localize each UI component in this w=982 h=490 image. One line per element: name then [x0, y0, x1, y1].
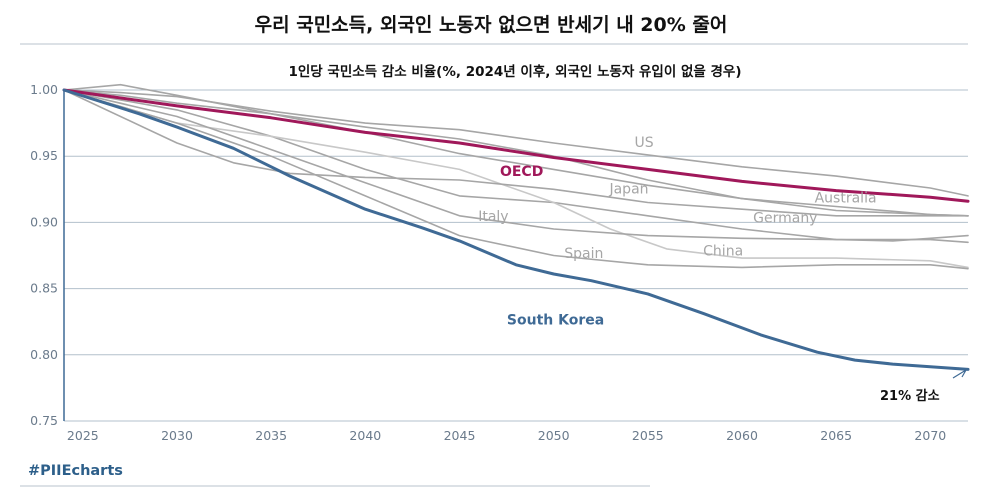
- x-tick-label: 2050: [538, 428, 570, 443]
- x-tick-label: 2025: [67, 428, 99, 443]
- series-line-us: [63, 89, 969, 197]
- x-tick-label: 2060: [726, 428, 758, 443]
- series-line-germany: [63, 89, 969, 242]
- y-tick-label: 1.00: [30, 82, 58, 97]
- x-tick-label: 2040: [349, 428, 381, 443]
- y-tick-label: 0.75: [30, 413, 58, 428]
- x-tick-label: 2045: [444, 428, 476, 443]
- y-tick-label: 0.90: [30, 214, 58, 229]
- series-line-south-korea: [62, 88, 970, 371]
- x-tick-label: 2030: [161, 428, 193, 443]
- y-tick-label: 0.95: [30, 148, 58, 163]
- x-tick-label: 2055: [632, 428, 664, 443]
- series-line-unlabeled: [63, 89, 969, 244]
- series-label-spain: Spain: [564, 246, 603, 262]
- series-label-germany: Germany: [753, 210, 817, 226]
- series-label-china: China: [703, 244, 743, 260]
- series-label-australia: Australia: [815, 191, 877, 207]
- series-line-oecd: [62, 88, 970, 203]
- series-label-us: US: [634, 135, 653, 151]
- x-tick-label: 2065: [820, 428, 852, 443]
- series-line-china: [63, 89, 969, 217]
- series-labels: US OECD Japan Australia Italy Germany Spain Chi…: [478, 135, 876, 328]
- chart-subtitle: 1인당 국민소득 감소 비율(%, 2024년 이후, 외국인 노동자 유입이 …: [288, 63, 741, 80]
- series-label-oecd: OECD: [500, 164, 543, 180]
- x-tick-label: 2035: [255, 428, 287, 443]
- series-line-japan: [63, 89, 969, 217]
- series-lines: [62, 83, 970, 371]
- series-label-italy: Italy: [478, 209, 508, 225]
- series-label-south-korea: South Korea: [507, 312, 604, 328]
- annotation-arrow: [952, 367, 967, 379]
- series-line-spain: [63, 89, 969, 270]
- series-label-japan: Japan: [608, 181, 648, 197]
- y-axis: 1.00 0.95 0.90 0.85 0.80 0.75: [30, 82, 58, 428]
- hashtag: #PIIEcharts: [28, 463, 123, 479]
- annotation-text: 21% 감소: [880, 389, 940, 404]
- y-tick-label: 0.85: [30, 281, 58, 296]
- x-tick-label: 2070: [914, 428, 946, 443]
- gridlines: [64, 89, 968, 422]
- y-tick-label: 0.80: [30, 347, 58, 362]
- chart-title: 우리 국민소득, 외국인 노동자 없으면 반세기 내 20% 줄어: [255, 14, 728, 36]
- x-axis: 2025 2030 2035 2040 2045 2050 2055 2060 2065 2070: [67, 428, 946, 443]
- series-line-italy: [63, 89, 969, 269]
- series-line-australia: [63, 83, 969, 217]
